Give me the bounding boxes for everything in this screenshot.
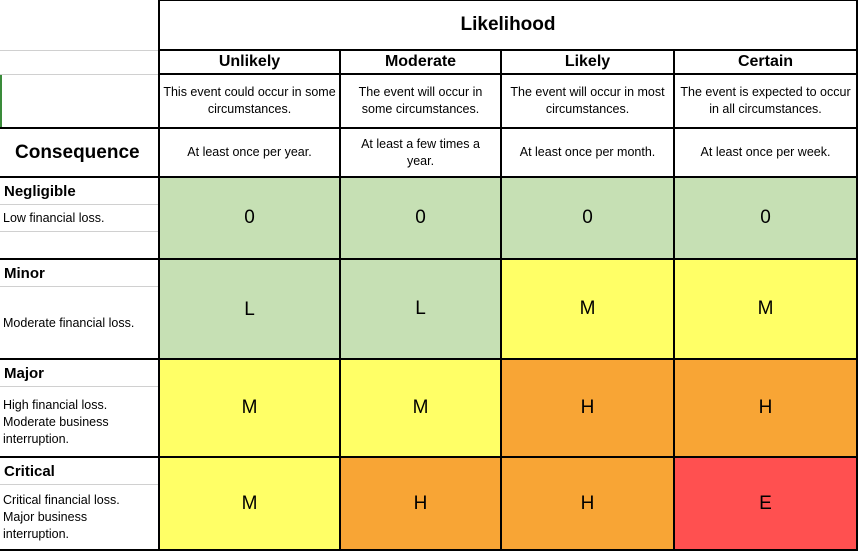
grid-line [0, 231, 159, 232]
row-label-minor: Minor [4, 264, 45, 282]
risk-cell: 0 [674, 178, 857, 258]
risk-cell: H [501, 458, 674, 549]
border [0, 358, 858, 360]
border [0, 176, 858, 178]
risk-cell: E [674, 458, 857, 549]
border [500, 50, 502, 551]
row-description-critical: Critical financial loss. Major business … [3, 492, 120, 541]
risk-cell: 0 [501, 178, 674, 258]
column-description-certain: The event is expected to occur in all ci… [680, 85, 851, 116]
green-edge-marker [0, 75, 2, 127]
column-header-moderate: Moderate [384, 53, 457, 70]
row-description-major: High financial loss. Moderate business i… [3, 397, 109, 446]
grid-line [0, 74, 159, 75]
border [0, 258, 858, 260]
risk-cell: H [674, 360, 857, 456]
grid-line [0, 386, 159, 387]
border [856, 0, 858, 551]
risk-cell: M [501, 260, 674, 358]
risk-cell: M [159, 458, 340, 549]
column-description-unlikely: This event could occur in some circumsta… [163, 85, 336, 116]
column-description-likely: The event will occur in most circumstanc… [510, 85, 665, 116]
column-description-moderate: The event will occur in some circumstanc… [358, 85, 483, 116]
border [0, 549, 858, 551]
column-frequency-unlikely: At least once per year. [187, 145, 312, 159]
risk-cell: M [159, 360, 340, 456]
risk-cell: H [501, 360, 674, 456]
risk-cell: H [340, 458, 501, 549]
likelihood-title: Likelihood [460, 14, 556, 35]
row-description-negligible: Low financial loss. [3, 210, 105, 225]
grid-line [0, 204, 159, 205]
border [159, 73, 858, 75]
risk-cell: L [340, 260, 501, 358]
row-label-negligible: Negligible [4, 182, 76, 200]
risk-cell: L [159, 260, 340, 358]
border [339, 50, 341, 551]
row-label-critical: Critical [4, 462, 55, 480]
border [159, 0, 858, 1]
column-frequency-likely: At least once per month. [519, 145, 656, 159]
risk-cell: M [674, 260, 857, 358]
risk-cell: M [340, 360, 501, 456]
grid-line [0, 484, 159, 485]
column-header-certain: Certain [737, 53, 794, 70]
column-frequency-certain: At least once per week. [700, 145, 831, 159]
column-header-unlikely: Unlikely [218, 53, 281, 70]
border [158, 0, 160, 551]
row-label-major: Major [4, 364, 45, 382]
column-frequency-moderate: At least a few times a year. [361, 136, 480, 168]
border [0, 456, 858, 458]
column-header-likely: Likely [564, 53, 611, 70]
border [159, 49, 858, 51]
consequence-title: Consequence [15, 141, 140, 163]
grid-line [0, 50, 159, 51]
row-description-minor: Moderate financial loss. [3, 315, 135, 330]
risk-cell: 0 [159, 178, 340, 258]
border [0, 127, 858, 129]
border [673, 50, 675, 551]
risk-cell: 0 [340, 178, 501, 258]
grid-line [0, 286, 159, 287]
